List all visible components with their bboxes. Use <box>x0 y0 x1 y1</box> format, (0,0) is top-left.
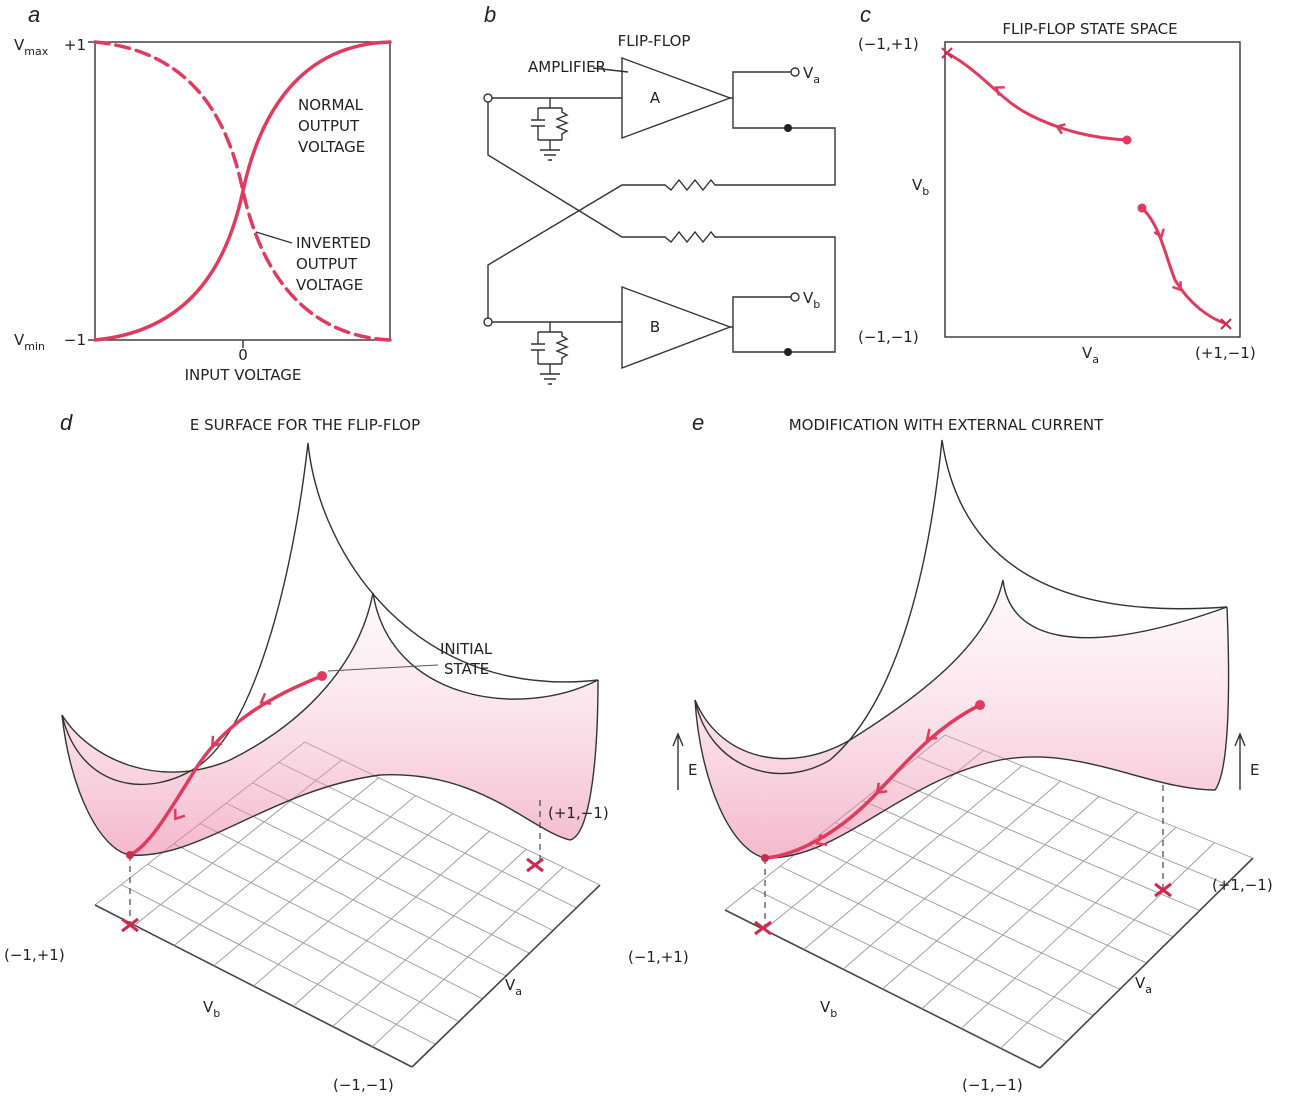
energy-arrow <box>1235 734 1245 790</box>
y-min-label: Vmin <box>14 331 45 353</box>
amplifier-b-label: B <box>650 318 660 336</box>
rc-network <box>531 98 567 160</box>
y-axis-label: Vb <box>912 176 929 198</box>
initial-state-label: STATE <box>444 660 489 678</box>
axis-label-part: a <box>1145 983 1152 996</box>
corner-label: (−1,+1) <box>4 946 65 964</box>
minimum-point <box>126 851 134 859</box>
y-axis-label-part: b <box>922 185 929 198</box>
axis-label-part: b <box>213 1007 220 1020</box>
corner-label: (−1,−1) <box>333 1076 394 1094</box>
axis-label: Va <box>1135 974 1152 996</box>
normal-label: VOLTAGE <box>298 138 365 156</box>
inverted-label: VOLTAGE <box>296 276 363 294</box>
wire <box>488 72 835 318</box>
panel-e: e MODIFICATION WITH EXTERNAL CURRENT E (… <box>628 410 1273 1094</box>
panel-title: E SURFACE FOR THE FLIP-FLOP <box>190 416 420 434</box>
rc-network-part <box>531 98 567 160</box>
panel-label: e <box>692 410 704 435</box>
axis-label: Vb <box>203 998 220 1020</box>
panel-title: MODIFICATION WITH EXTERNAL CURRENT <box>789 416 1104 434</box>
panel-d: d E SURFACE FOR THE FLIP-FLOP INITIAL ST… <box>4 410 697 1094</box>
x-axis-label: Va <box>1082 344 1099 366</box>
figure: a Vmax +1 Vmin −1 0 INPUT VOLTAGE NORMAL… <box>0 0 1299 1097</box>
corner-label: (−1,+1) <box>628 948 689 966</box>
panel-label: a <box>28 2 40 27</box>
panel-title: FLIP-FLOP <box>618 32 691 50</box>
axis-label-part: b <box>830 1007 837 1020</box>
start-point <box>1123 136 1132 145</box>
y-min-value: −1 <box>64 331 86 349</box>
normal-label: NORMAL <box>298 96 364 114</box>
stable-state <box>942 48 952 58</box>
output-a-label: Va <box>803 64 820 86</box>
output-b-label-part: b <box>813 298 820 311</box>
output-node <box>791 68 799 76</box>
panel-a: a Vmax +1 Vmin −1 0 INPUT VOLTAGE NORMAL… <box>14 2 390 384</box>
y-max-value: +1 <box>64 36 86 54</box>
corner-label: (+1,−1) <box>1195 344 1256 362</box>
grid-line <box>863 801 1174 937</box>
grid-line <box>961 827 1176 1028</box>
start-point <box>1138 204 1147 213</box>
output-a-label-part: a <box>813 73 820 86</box>
panel-label: c <box>860 2 871 27</box>
initial-point <box>317 671 327 681</box>
grid-line <box>372 867 563 1047</box>
panel-c: c FLIP-FLOP STATE SPACE (−1,+1) (−1,−1) … <box>858 2 1256 366</box>
grid-line <box>890 779 1200 911</box>
y-max-label: Vmax <box>14 36 49 58</box>
initial-point <box>975 700 985 710</box>
corner-label: (+1,−1) <box>548 804 609 822</box>
normal-curve <box>95 42 390 340</box>
trajectory <box>949 54 1127 140</box>
surface-fill <box>62 593 598 855</box>
rc-network-part <box>531 322 567 384</box>
energy-arrow <box>673 734 683 790</box>
panel-b: b FLIP-FLOP AMPLIFIER A B Va Vb <box>484 2 835 384</box>
y-min-label-part: min <box>24 340 45 353</box>
grid-line <box>1001 843 1215 1049</box>
trajectory <box>1142 208 1224 323</box>
y-max-label-part: max <box>24 45 48 58</box>
amplifier-b <box>622 287 730 368</box>
grid-line <box>835 823 1147 964</box>
input-node <box>484 94 492 102</box>
input-node <box>484 318 492 326</box>
amplifier-a <box>622 58 730 138</box>
corner-label: (−1,+1) <box>858 35 919 53</box>
inverted-label: INVERTED <box>296 234 371 252</box>
leader-line <box>256 232 292 243</box>
rc-network <box>531 322 567 384</box>
stable-state <box>755 884 1171 934</box>
energy-label: E <box>1250 761 1259 779</box>
x-zero: 0 <box>238 346 248 364</box>
panel-label: b <box>484 2 496 27</box>
panel-label: d <box>60 410 73 435</box>
x-axis-label: INPUT VOLTAGE <box>185 366 302 384</box>
junction <box>784 348 792 356</box>
axis-label-part: a <box>515 985 522 998</box>
axis-label: Vb <box>820 998 837 1020</box>
amplifier-a-label: A <box>650 89 661 107</box>
output-node <box>791 293 799 301</box>
x-axis-label-part: a <box>1092 353 1099 366</box>
normal-label: OUTPUT <box>298 117 360 135</box>
initial-state-label: INITIAL <box>440 640 493 658</box>
inverted-label: OUTPUT <box>296 255 358 273</box>
minimum-point <box>761 854 769 862</box>
panel-title: FLIP-FLOP STATE SPACE <box>1002 20 1177 38</box>
energy-label: E <box>688 761 697 779</box>
grid-line <box>922 812 1138 1009</box>
corner-label: (−1,−1) <box>962 1076 1023 1094</box>
corner-label: (−1,−1) <box>858 328 919 346</box>
amplifier-label: AMPLIFIER <box>528 58 606 76</box>
output-b-label: Vb <box>803 289 820 311</box>
junction <box>784 124 792 132</box>
axis-label: Va <box>505 976 522 998</box>
corner-label: (+1,−1) <box>1212 876 1273 894</box>
